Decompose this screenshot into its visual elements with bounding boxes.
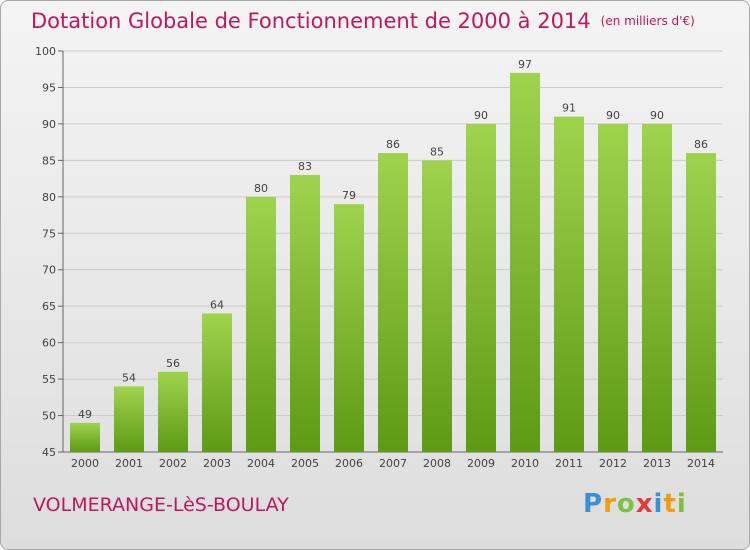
x-tick-label-2011: 2011 [555, 457, 583, 470]
data-label-2004: 80 [254, 182, 268, 195]
y-tick-label: 55 [42, 373, 56, 386]
bar-2010 [510, 72, 540, 452]
data-label-2014: 86 [694, 138, 708, 151]
x-tick-label-2002: 2002 [159, 457, 187, 470]
bar-2012 [598, 123, 628, 452]
bar-2003 [202, 313, 232, 452]
data-label-2001: 54 [122, 371, 136, 384]
logo-letter: t [663, 489, 677, 519]
data-label-2003: 64 [210, 298, 224, 311]
bar-2013 [642, 123, 672, 452]
y-tick-label: 85 [42, 154, 56, 167]
bar-2008 [422, 160, 452, 452]
commune-name: VOLMERANGE-LèS-BOULAY [33, 494, 289, 516]
bar-2005 [290, 174, 320, 453]
bar-2002 [158, 371, 188, 452]
logo-letter: P [583, 489, 604, 519]
y-tick-label: 45 [42, 446, 56, 459]
x-tick-label-2005: 2005 [291, 457, 319, 470]
data-label-2009: 90 [474, 109, 488, 122]
data-label-2008: 85 [430, 145, 444, 158]
logo-letter: r [603, 489, 617, 519]
data-label-2011: 91 [562, 102, 576, 115]
x-tick-label-2000: 2000 [71, 457, 99, 470]
chart-title: Dotation Globale de Fonctionnement de 20… [31, 9, 695, 33]
x-tick-label-2008: 2008 [423, 457, 451, 470]
x-tick-label-2007: 2007 [379, 457, 407, 470]
bar-2007 [378, 153, 408, 452]
bar-2011 [554, 116, 584, 453]
x-tick-label-2009: 2009 [467, 457, 495, 470]
data-label-2013: 90 [650, 109, 664, 122]
logo-letter: o [616, 489, 636, 519]
data-label-2006: 79 [342, 189, 356, 202]
x-tick-label-2004: 2004 [247, 457, 275, 470]
x-tick-label-2014: 2014 [687, 457, 715, 470]
bar-2009 [466, 123, 496, 452]
data-label-2002: 56 [166, 357, 180, 370]
x-tick-label-2003: 2003 [203, 457, 231, 470]
data-label-2007: 86 [386, 138, 400, 151]
bar-2006 [334, 204, 364, 452]
y-tick-label: 75 [42, 227, 56, 240]
proxiti-logo: Proxiti [583, 489, 687, 519]
y-tick-label: 90 [42, 118, 56, 131]
y-tick-label: 80 [42, 191, 56, 204]
y-tick-label: 95 [42, 81, 56, 94]
data-label-2010: 97 [518, 58, 532, 71]
data-label-2000: 49 [78, 408, 92, 421]
data-label-2012: 90 [606, 109, 620, 122]
bar-2001 [114, 386, 144, 452]
y-tick-label: 60 [42, 337, 56, 350]
bars [70, 72, 716, 453]
y-tick-label: 65 [42, 300, 56, 313]
chart-title-text: Dotation Globale de Fonctionnement de 20… [31, 9, 591, 33]
x-tick-label-2013: 2013 [643, 457, 671, 470]
logo-letter: i [653, 489, 664, 519]
x-tick-label-2001: 2001 [115, 457, 143, 470]
chart-unit-note: (en milliers d'€) [600, 14, 695, 28]
bar-2004 [246, 196, 276, 452]
y-tick-label: 50 [42, 410, 56, 423]
bar-2000 [70, 422, 100, 452]
y-tick-label: 70 [42, 264, 56, 277]
y-tick-label: 100 [35, 45, 56, 58]
x-tick-label-2006: 2006 [335, 457, 363, 470]
logo-letter: x [635, 489, 654, 519]
x-tick-label-2010: 2010 [511, 457, 539, 470]
data-label-2005: 83 [298, 160, 312, 173]
labels: 45 50 55 60 65 70 75 80 85 90 95 100 49 2000 54 2001 56 2… [35, 45, 715, 470]
logo-letter: i [676, 489, 687, 519]
x-tick-label-2012: 2012 [599, 457, 627, 470]
bar-2014 [686, 153, 716, 452]
